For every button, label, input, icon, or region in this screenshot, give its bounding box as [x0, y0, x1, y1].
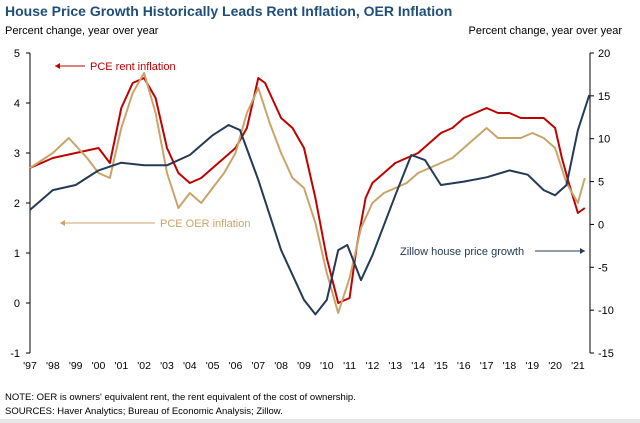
- x-tick-label: '02: [137, 360, 151, 372]
- note: NOTE: OER is owners' equivalent rent, th…: [5, 392, 356, 403]
- right-tick-label: 10: [598, 134, 610, 146]
- series-line-0: [29, 77, 586, 304]
- x-tick-label: '18: [503, 360, 517, 372]
- x-tick-label: '06: [229, 360, 243, 372]
- x-tick-label: '10: [320, 360, 334, 372]
- x-tick-label: '21: [571, 360, 585, 372]
- right-tick-label: 20: [598, 48, 610, 60]
- left-tick-label: 1: [14, 248, 20, 260]
- left-tick-label: 4: [14, 98, 20, 110]
- sources: SOURCES: Haver Analytics; Bureau of Econ…: [5, 406, 283, 417]
- right-tick-label: 5: [598, 177, 604, 189]
- footer-bar: [0, 419, 640, 423]
- annotation-label: Zillow house price growth: [400, 246, 524, 258]
- x-tick-label: '14: [411, 360, 425, 372]
- x-tick-label: '00: [92, 360, 106, 372]
- series-line-1: [29, 72, 586, 314]
- right-tick-label: 0: [598, 219, 604, 231]
- x-tick-label: '98: [46, 360, 60, 372]
- x-tick-label: '13: [388, 360, 402, 372]
- x-tick-label: '12: [366, 360, 380, 372]
- x-tick-label: '08: [274, 360, 288, 372]
- arrowhead-icon: [55, 63, 60, 69]
- right-tick-label: -5: [598, 262, 608, 274]
- left-tick-label: 3: [14, 148, 20, 160]
- right-tick-label: -10: [598, 305, 614, 317]
- series-line-2: [29, 94, 591, 316]
- x-tick-label: '04: [183, 360, 197, 372]
- left-tick-label: 2: [14, 198, 20, 210]
- x-tick-label: '15: [434, 360, 448, 372]
- arrowhead-icon: [580, 248, 585, 254]
- annotation-label: PCE OER inflation: [160, 218, 250, 230]
- arrowhead-icon: [60, 220, 65, 226]
- x-tick-label: '17: [480, 360, 494, 372]
- left-axis-label: Percent change, year over year: [5, 25, 159, 37]
- x-tick-label: '07: [251, 360, 265, 372]
- x-tick-label: '03: [160, 360, 174, 372]
- x-tick-label: '05: [206, 360, 220, 372]
- x-tick-label: '97: [23, 360, 37, 372]
- left-tick-label: 5: [14, 48, 20, 60]
- chart-title: House Price Growth Historically Leads Re…: [5, 3, 453, 19]
- right-tick-label: -15: [598, 348, 614, 360]
- left-tick-label: 0: [14, 298, 20, 310]
- annotation-label: PCE rent inflation: [90, 61, 176, 73]
- x-tick-label: '20: [548, 360, 562, 372]
- x-tick-label: '09: [297, 360, 311, 372]
- x-tick-label: '11: [343, 360, 356, 372]
- x-tick-label: '19: [525, 360, 539, 372]
- x-tick-label: '01: [114, 360, 128, 372]
- left-tick-label: -1: [10, 348, 20, 360]
- x-tick-label: '99: [69, 360, 83, 372]
- x-tick-label: '16: [457, 360, 471, 372]
- right-axis-label: Percent change, year over year: [468, 25, 622, 37]
- right-tick-label: 15: [598, 91, 610, 103]
